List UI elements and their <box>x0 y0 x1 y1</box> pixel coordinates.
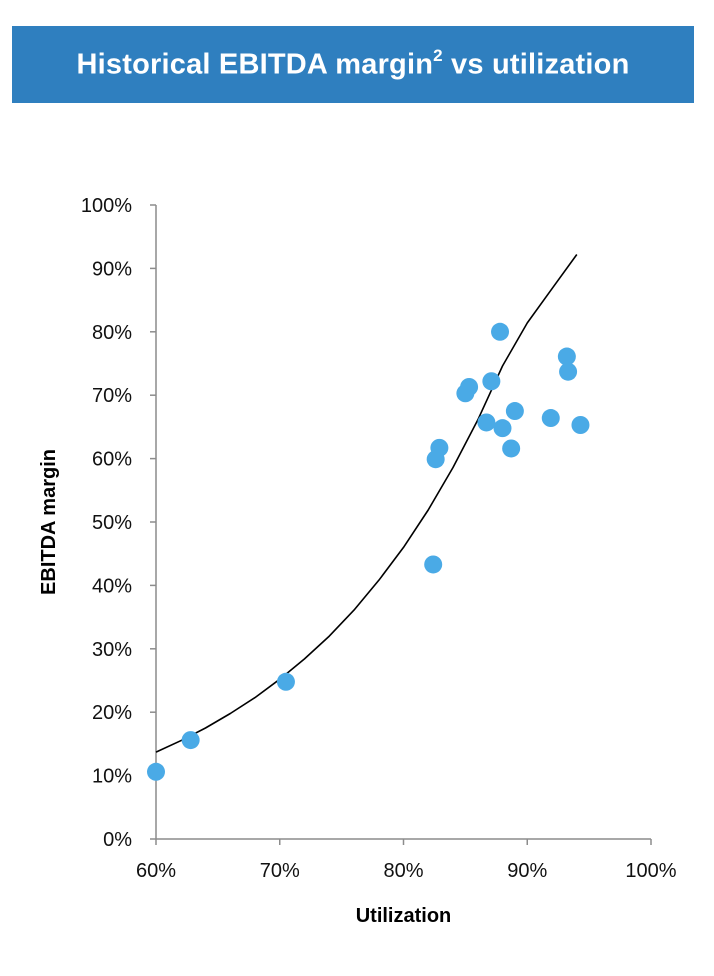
scatter-point <box>571 415 590 434</box>
chart-title-text: Historical EBITDA margin <box>76 48 434 81</box>
chart-title: Historical EBITDA margin2 vs utilization <box>76 45 630 82</box>
scatter-point <box>491 322 510 341</box>
y-tick-label: 50% <box>92 512 132 534</box>
chart-axes <box>150 204 652 845</box>
y-axis-title: EBITDA margin <box>38 449 60 595</box>
y-tick-label: 0% <box>103 829 132 851</box>
y-tick-label: 90% <box>92 258 132 280</box>
x-tick-label: 80% <box>383 860 423 882</box>
trendline <box>155 254 578 753</box>
scatter-point <box>460 377 479 396</box>
tick-labels: 0% 10% 20% 30% 40% 50% 60% 70% 80% 90% 100% 60% 70% 8… <box>81 195 677 882</box>
scatter-point <box>424 555 443 574</box>
scatter-point <box>276 672 295 691</box>
scatter-point <box>505 402 524 421</box>
x-axis-title: Utilization <box>356 905 452 927</box>
title-footnote-marker: 2 <box>433 45 443 65</box>
data-points <box>147 322 590 781</box>
scatter-point <box>430 438 449 457</box>
title-banner: Historical EBITDA margin2 vs utilization <box>12 26 694 103</box>
scatter-point <box>559 362 578 381</box>
y-tick-label: 60% <box>92 449 132 471</box>
scatter-point <box>147 762 165 781</box>
scatter-point <box>477 413 496 432</box>
y-tick-label: 40% <box>92 575 132 597</box>
scatter-point <box>482 372 501 391</box>
y-tick-label: 100% <box>81 195 132 217</box>
x-tick-label: 70% <box>260 860 300 882</box>
scatter-point <box>557 347 576 366</box>
y-tick-label: 70% <box>92 385 132 407</box>
x-tick-label: 60% <box>136 860 176 882</box>
x-tick-label: 100% <box>625 860 676 882</box>
chart-title-suffix: vs utilization <box>442 48 630 81</box>
scatter-point <box>493 419 512 438</box>
scatter-point <box>502 439 521 458</box>
y-tick-label: 10% <box>92 766 132 788</box>
scatter-point <box>181 731 200 750</box>
x-tick-label: 90% <box>507 860 547 882</box>
scatter-point <box>541 409 560 428</box>
trendline-group <box>155 254 578 753</box>
y-tick-label: 20% <box>92 702 132 724</box>
y-tick-label: 80% <box>92 322 132 344</box>
y-tick-label: 30% <box>92 639 132 661</box>
